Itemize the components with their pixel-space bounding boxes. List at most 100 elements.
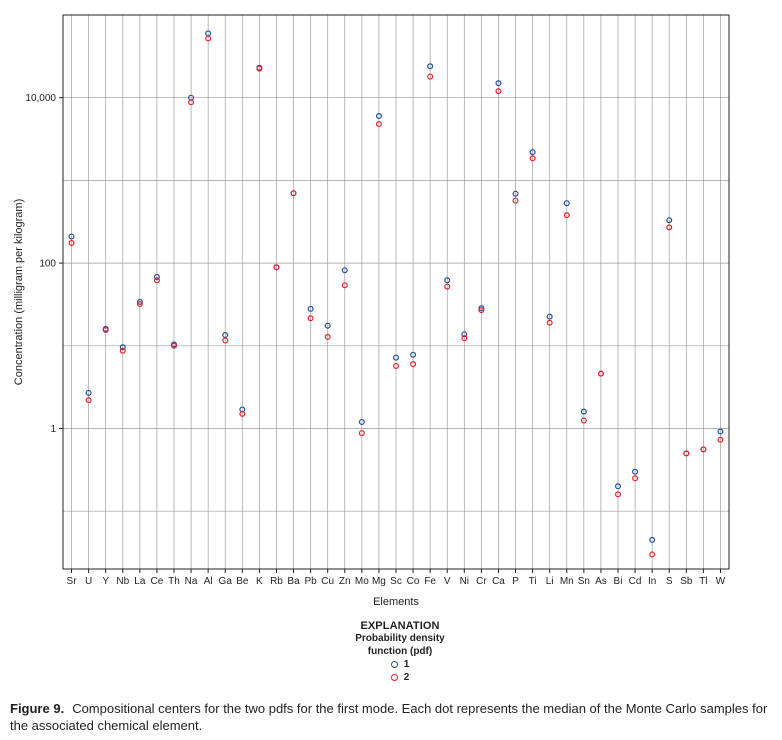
- data-point-series-1: [461, 331, 468, 338]
- data-point-series-1: [358, 418, 365, 425]
- x-tick-label: In: [648, 576, 656, 587]
- x-tick-label: Ce: [151, 576, 164, 587]
- data-point-series-2: [683, 450, 690, 457]
- x-tick-label: As: [595, 576, 607, 587]
- chart: 1 100 10,000 Sr U Y Nb La Ce Th Na Al Ga Be K Rb Ba Pb Cu…: [13, 14, 730, 608]
- data-point-series-2: [427, 73, 434, 80]
- x-axis: Sr U Y Nb La Ce Th Na Al Ga Be K Rb Ba Pb Cu Zn Mo Mg Sc Co F…: [67, 569, 726, 587]
- data-point-series-1: [614, 483, 621, 490]
- data-point-series-2: [666, 224, 673, 231]
- y-axis-label: Concentration (milligram per kilogram): [13, 199, 25, 385]
- data-point-series-1: [136, 298, 143, 305]
- x-tick-label: Na: [185, 576, 198, 587]
- data-point-series-2: [478, 307, 485, 314]
- x-tick-label: K: [256, 576, 263, 587]
- x-tick-label: Sc: [390, 576, 402, 587]
- x-tick-label: Cu: [321, 576, 334, 587]
- x-tick-label: Fe: [424, 576, 436, 587]
- data-point-series-2: [324, 333, 331, 340]
- legend-label-1: 1: [403, 659, 410, 670]
- data-point-series-1: [512, 190, 519, 197]
- data-point-series-2: [136, 301, 143, 308]
- legend-marker-1-icon: [390, 660, 398, 668]
- x-tick-label: Ti: [529, 576, 537, 587]
- x-tick-label: Sr: [67, 576, 78, 587]
- data-point-series-2: [205, 35, 212, 42]
- x-tick-label: Cr: [476, 576, 487, 587]
- data-point-series-2: [102, 327, 109, 334]
- data-point-series-2: [85, 397, 92, 404]
- data-point-series-1: [529, 149, 536, 156]
- legend-item-1: 1: [300, 658, 500, 671]
- data-point-series-1: [307, 305, 314, 312]
- x-tick-label: Ba: [287, 576, 300, 587]
- data-point-series-2: [307, 315, 314, 322]
- data-point-series-1: [717, 428, 724, 435]
- figure-caption: Figure 9. Compositional centers for the t…: [10, 700, 775, 734]
- data-point-series-1: [666, 217, 673, 224]
- data-point-series-2: [649, 551, 656, 558]
- x-tick-label: Y: [102, 576, 109, 587]
- x-tick-label: Rb: [270, 576, 283, 587]
- data-point-series-1: [410, 351, 417, 358]
- x-tick-label: S: [666, 576, 673, 587]
- x-tick-label: Li: [546, 576, 554, 587]
- x-tick-label: P: [512, 576, 519, 587]
- x-tick-label: Pb: [304, 576, 317, 587]
- data-point-series-1: [375, 113, 382, 120]
- caption-text: Compositional centers for the two pdfs f…: [10, 701, 768, 733]
- data-point-series-2: [461, 335, 468, 342]
- data-point-series-2: [239, 410, 246, 417]
- x-tick-label: U: [85, 576, 92, 587]
- data-point-series-2: [546, 319, 553, 326]
- data-point-series-2: [188, 99, 195, 106]
- data-point-series-1: [478, 305, 485, 312]
- data-point-series-1: [341, 267, 348, 274]
- x-tick-label: Ga: [219, 576, 233, 587]
- data-point-series-1: [68, 233, 75, 240]
- data-point-series-2: [717, 436, 724, 443]
- data-point-series-1: [222, 332, 229, 339]
- data-points: [68, 30, 724, 558]
- data-point-series-2: [632, 475, 639, 482]
- legend-marker-2-icon: [390, 673, 398, 681]
- data-point-series-1: [153, 273, 160, 280]
- data-point-series-2: [153, 277, 160, 284]
- x-tick-label: Co: [407, 576, 420, 587]
- data-point-series-2: [273, 264, 280, 271]
- legend: EXPLANATION Probability density function…: [300, 620, 500, 684]
- data-point-series-2: [68, 239, 75, 246]
- x-tick-label: Tl: [699, 576, 707, 587]
- data-point-series-2: [222, 337, 229, 344]
- data-point-series-2: [563, 212, 570, 219]
- data-point-series-2: [171, 342, 178, 349]
- data-point-series-1: [495, 80, 502, 87]
- x-tick-label: La: [134, 576, 146, 587]
- x-tick-label: V: [444, 576, 451, 587]
- x-tick-label: Mn: [560, 576, 574, 587]
- legend-item-2: 2: [300, 671, 500, 684]
- data-point-series-2: [393, 362, 400, 369]
- data-point-series-2: [580, 417, 587, 424]
- data-point-series-2: [444, 283, 451, 290]
- legend-label-2: 2: [403, 672, 410, 683]
- legend-title: EXPLANATION: [360, 620, 440, 632]
- y-tick-label: 100: [39, 259, 56, 270]
- data-point-series-2: [341, 282, 348, 289]
- x-tick-label: Bi: [614, 576, 623, 587]
- x-tick-label: W: [716, 576, 726, 587]
- data-point-series-2: [495, 88, 502, 95]
- data-point-series-2: [512, 197, 519, 204]
- data-point-series-1: [427, 63, 434, 70]
- y-tick-label: 10,000: [25, 93, 56, 104]
- data-point-series-2: [597, 370, 604, 377]
- data-point-series-1: [444, 277, 451, 284]
- data-point-series-1: [649, 536, 656, 543]
- x-tick-label: Sn: [578, 576, 590, 587]
- caption-label: Figure 9.: [10, 701, 65, 716]
- data-point-series-2: [410, 361, 417, 368]
- x-tick-label: Sb: [680, 576, 693, 587]
- data-point-series-2: [256, 65, 263, 72]
- x-tick-label: Al: [204, 576, 213, 587]
- data-point-series-2: [358, 430, 365, 437]
